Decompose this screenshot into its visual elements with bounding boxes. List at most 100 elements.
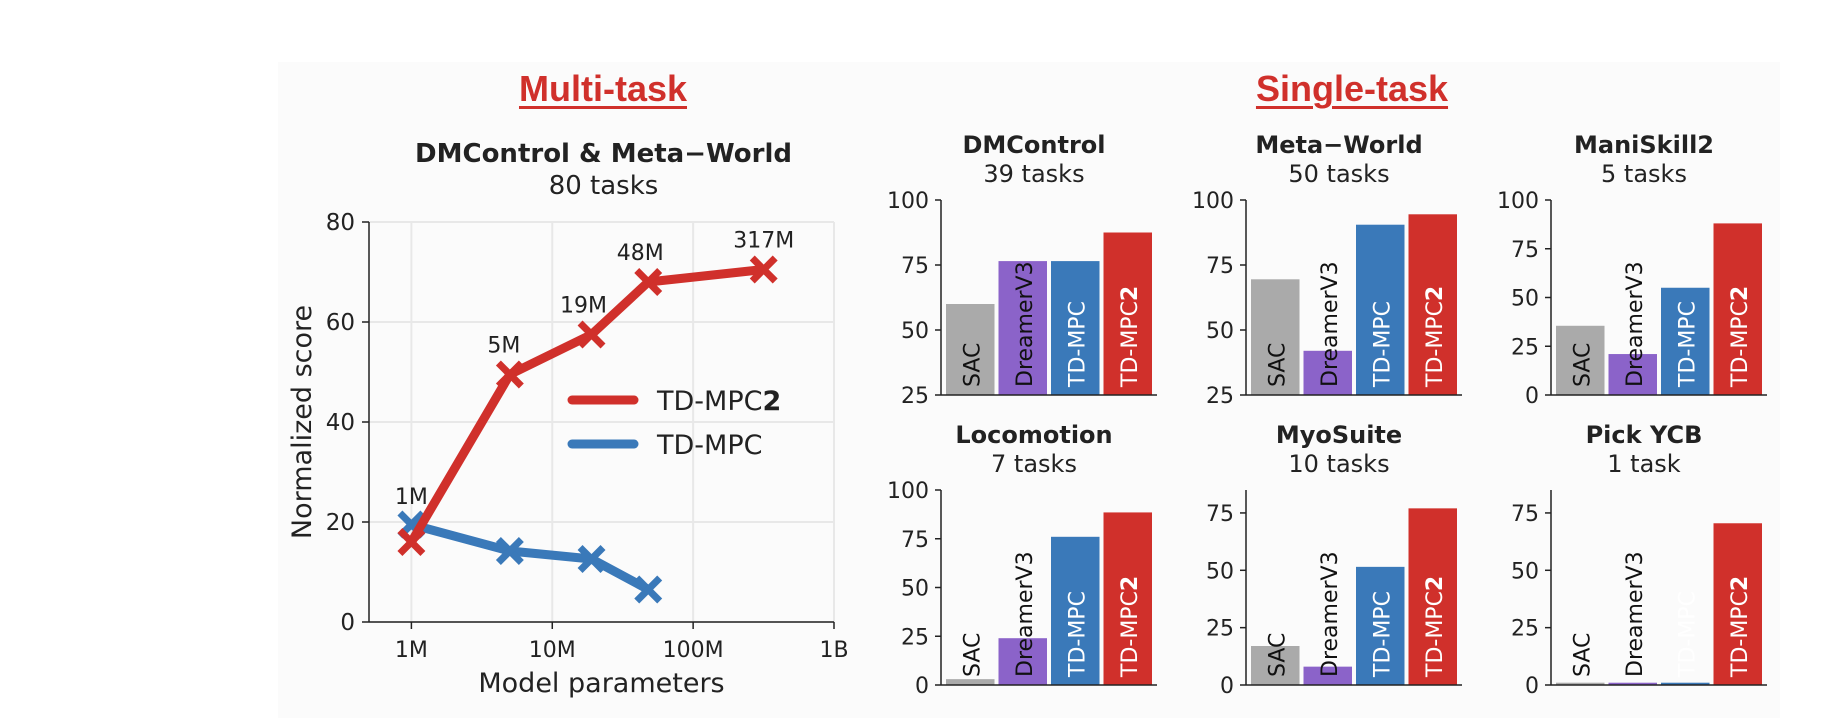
bar-label-bold: 2 <box>1728 576 1753 591</box>
marker-stroke <box>397 528 426 556</box>
bar-tdmpc2 <box>1713 523 1762 685</box>
data-point <box>634 575 663 604</box>
y-tick-label: 0 <box>1220 674 1234 699</box>
marker-stroke <box>577 545 606 573</box>
bar-label-dreamerv3: DreamerV3 <box>1318 551 1343 677</box>
line-chart: 0 20 40 60 80 1M 10M 100M 1B DMControl & Meta−Wor… <box>287 139 849 699</box>
bar-tdmpc <box>1051 536 1100 685</box>
bar-label-plain: TD-MPC <box>1423 301 1448 388</box>
legend-label-tdmpc: TD-MPC <box>656 430 762 461</box>
marker-stroke <box>495 537 524 565</box>
chart-subtitle: 7 tasks <box>991 450 1077 478</box>
legend-label-tdmpc2: TD-MPC2 <box>656 386 781 417</box>
bar-tdmpc2 <box>1408 214 1457 395</box>
bar-label-tdmpc2: TD-MPC2 <box>1118 576 1143 678</box>
marker-stroke <box>397 510 426 539</box>
bar-dreamerv3 <box>1608 354 1657 395</box>
y-tick-label: 50 <box>1511 287 1539 312</box>
data-point <box>749 255 778 284</box>
y-tick-label: 60 <box>326 310 355 336</box>
marker-stroke <box>634 575 663 604</box>
chart-title: Locomotion <box>955 421 1112 449</box>
bar-label-tdmpc: TD-MPC <box>1065 301 1090 388</box>
y-tick-label: 100 <box>887 189 929 214</box>
chart-subtitle: 80 tasks <box>549 171 659 201</box>
y-tick-label: 50 <box>901 319 929 344</box>
bar-label-bold: 2 <box>1423 286 1448 301</box>
bar-sac <box>1556 325 1605 395</box>
bar-label-tdmpc: TD-MPC <box>1675 591 1700 678</box>
bar-label-tdmpc2: TD-MPC2 <box>1423 576 1448 678</box>
y-tick-label: 25 <box>1511 617 1539 642</box>
bar-dreamerv3 <box>998 261 1047 395</box>
bar-tdmpc2 <box>1103 232 1152 395</box>
bar-label-sac: SAC <box>960 633 985 677</box>
legend: TD-MPC2 TD-MPC <box>567 386 781 461</box>
y-tick-label: 50 <box>1511 559 1539 584</box>
data-point <box>577 545 606 573</box>
y-tick-label: 75 <box>901 528 929 553</box>
bar-label-dreamerv3: DreamerV3 <box>1623 261 1648 387</box>
y-tick-label: 0 <box>340 610 355 636</box>
chart-title: DMControl & Meta−World <box>415 139 792 169</box>
chart-title: Meta−World <box>1255 131 1422 159</box>
point-label: 19M <box>560 294 607 319</box>
bar-dreamerv3 <box>1303 350 1352 395</box>
bar-tdmpc <box>1661 682 1710 685</box>
y-tick-label: 25 <box>901 625 929 650</box>
y-tick-label: 75 <box>1206 502 1234 527</box>
y-tick-label: 50 <box>1206 319 1234 344</box>
marker-stroke <box>577 320 606 349</box>
legend-label-bold: 2 <box>762 386 781 417</box>
bar-dreamerv3 <box>1303 666 1352 685</box>
data-point <box>495 360 524 389</box>
bar-label-tdmpc: TD-MPC <box>1370 301 1395 388</box>
bar-label-tdmpc2: TD-MPC2 <box>1728 286 1753 388</box>
bar-tdmpc2 <box>1713 223 1762 395</box>
bar-label-dreamerv3: DreamerV3 <box>1013 261 1038 387</box>
bar-sac <box>1556 682 1605 685</box>
chart-subtitle: 5 tasks <box>1601 160 1687 188</box>
y-tick-label: 0 <box>915 674 929 699</box>
bar-label-bold: 2 <box>1118 576 1143 591</box>
series-line-tdmpc <box>406 520 653 594</box>
bar-label-sac: SAC <box>1570 343 1595 387</box>
marker-stroke <box>634 268 663 296</box>
bar-label-sac: SAC <box>1265 633 1290 677</box>
multi-task-heading: Multi-task <box>518 68 688 109</box>
bar-label-sac: SAC <box>1570 633 1595 677</box>
x-tick-label: 10M <box>529 638 576 663</box>
single-task-heading: Single-task <box>1255 68 1449 109</box>
bar-sac <box>1251 279 1300 395</box>
y-tick-label: 0 <box>1525 674 1539 699</box>
bar-sac <box>946 304 995 395</box>
y-tick-label: 20 <box>326 510 355 536</box>
chart-title: MyoSuite <box>1276 421 1402 449</box>
y-axis-label: Normalized score <box>287 305 318 539</box>
bar-label-tdmpc2: TD-MPC2 <box>1728 576 1753 678</box>
y-tick-label: 25 <box>1206 384 1234 409</box>
y-tick-label: 0 <box>1525 384 1539 409</box>
data-point <box>495 537 524 565</box>
bar-label-bold: 2 <box>1423 576 1448 591</box>
bar-label-sac: SAC <box>960 343 985 387</box>
marker-stroke <box>495 360 524 389</box>
chart-subtitle: 1 task <box>1607 450 1681 478</box>
point-label: 48M <box>617 241 664 266</box>
bar-sac <box>1251 646 1300 685</box>
y-tick-label: 25 <box>1206 617 1234 642</box>
bar-label-tdmpc2: TD-MPC2 <box>1118 286 1143 388</box>
bar-tdmpc <box>1356 224 1405 395</box>
y-tick-label: 40 <box>326 410 355 436</box>
bar-tdmpc <box>1661 287 1710 395</box>
bar-label-plain: TD-MPC <box>1423 591 1448 678</box>
bar-label-plain: TD-MPC <box>1118 301 1143 388</box>
point-label: 1M <box>395 485 428 510</box>
bar-label-tdmpc: TD-MPC <box>1675 301 1700 388</box>
